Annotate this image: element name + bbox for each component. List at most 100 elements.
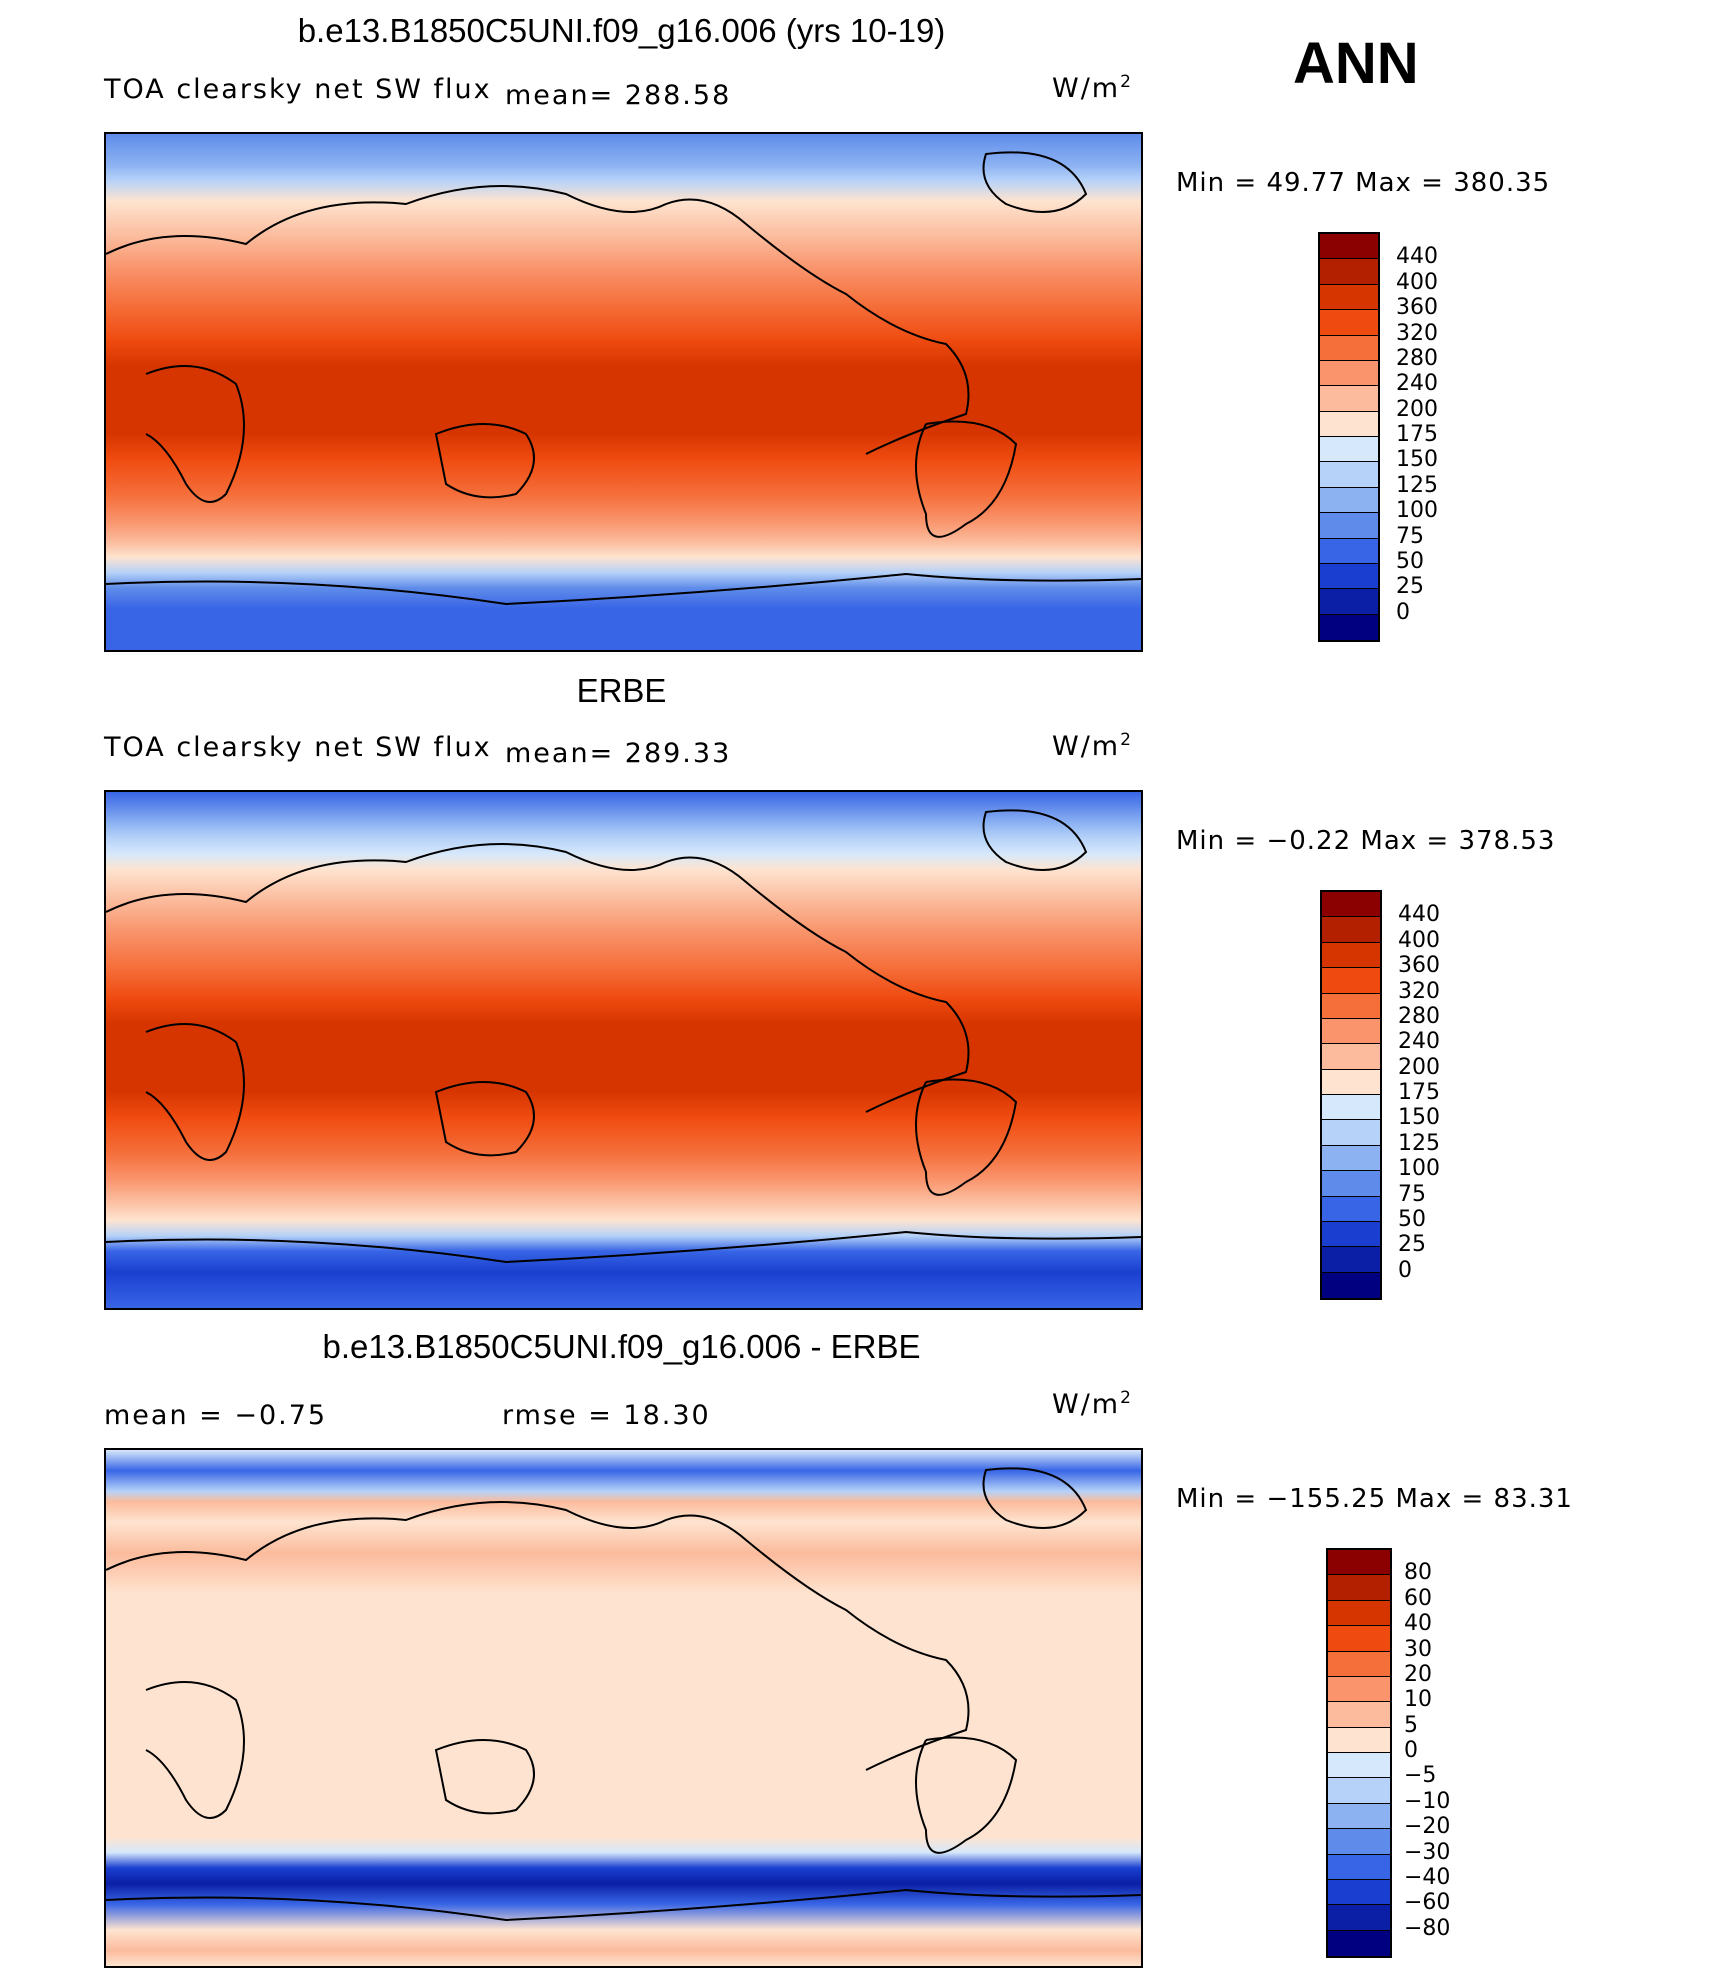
colorbar-swatch (1320, 437, 1378, 463)
colorbar-swatch (1328, 1829, 1390, 1855)
colorbar-tick-label: 40 (1404, 1611, 1432, 1637)
panel2-coastlines (106, 809, 1141, 1264)
units-text: W/m (1052, 731, 1121, 762)
colorbar-swatch (1322, 1069, 1380, 1095)
colorbar-swatch (1322, 1272, 1380, 1298)
colorbar-tick-label: 0 (1398, 1257, 1412, 1283)
colorbar-swatch (1320, 614, 1378, 640)
colorbar-swatch (1320, 360, 1378, 387)
colorbar-swatch (1328, 1753, 1390, 1779)
colorbar-tick-label: 0 (1396, 599, 1410, 625)
colorbar-tick-label: −10 (1404, 1788, 1451, 1814)
panel2-minmax: Min = −0.22 Max = 378.53 (1176, 826, 1556, 856)
colorbar-swatch (1328, 1930, 1390, 1956)
panel1-title: b.e13.B1850C5UNI.f09_g16.006 (yrs 10-19) (297, 12, 946, 49)
colorbar-swatch (1322, 1018, 1380, 1045)
colorbar-swatch (1322, 1247, 1380, 1273)
panel1-units: W/m2 (1052, 72, 1133, 104)
colorbar-swatch (1328, 1854, 1390, 1880)
panel1-variable: TOA clearsky net SW flux (104, 74, 492, 105)
colorbar-tick-label: 360 (1398, 953, 1440, 979)
colorbar-tick-label: 400 (1396, 269, 1438, 295)
colorbar-tick-label: 400 (1398, 927, 1440, 953)
colorbar-swatch (1322, 1095, 1380, 1121)
colorbar-tick-label: 75 (1398, 1181, 1426, 1207)
colorbar-swatch (1328, 1778, 1390, 1804)
colorbar-swatch (1328, 1879, 1390, 1906)
panel3-map (104, 1448, 1143, 1968)
panel3-colorbar (1326, 1548, 1392, 1958)
colorbar-tick-label: 150 (1398, 1105, 1440, 1131)
colorbar-swatch (1320, 589, 1378, 615)
colorbar-tick-label: 20 (1404, 1661, 1432, 1687)
units-text: W/m (1052, 73, 1121, 104)
colorbar-tick-label: 360 (1396, 295, 1438, 321)
colorbar-tick-label: 125 (1396, 472, 1438, 498)
colorbar-swatch (1320, 234, 1378, 260)
colorbar-swatch (1322, 968, 1380, 994)
colorbar-swatch (1328, 1905, 1390, 1931)
colorbar-swatch (1320, 386, 1378, 412)
colorbar-swatch (1328, 1803, 1390, 1830)
colorbar-swatch (1328, 1702, 1390, 1728)
colorbar-swatch (1320, 563, 1378, 590)
units-sup: 2 (1120, 1388, 1133, 1408)
colorbar-tick-label: 50 (1396, 548, 1424, 574)
panel1-colorbar (1318, 232, 1380, 642)
panel2-map (104, 790, 1143, 1310)
panel3-rmse: rmse = 18.30 (502, 1400, 711, 1431)
colorbar-swatch (1320, 259, 1378, 285)
panel1-coastlines (106, 151, 1141, 606)
panel2-units: W/m2 (1052, 730, 1133, 762)
colorbar-swatch (1320, 335, 1378, 361)
colorbar-tick-label: 175 (1396, 422, 1438, 447)
colorbar-swatch (1322, 1196, 1380, 1222)
colorbar-tick-label: −80 (1404, 1915, 1451, 1941)
colorbar-tick-label: 60 (1404, 1585, 1432, 1611)
panel1-mean: mean= 288.58 (505, 80, 732, 111)
colorbar-tick-label: 125 (1398, 1130, 1440, 1156)
colorbar-swatch (1328, 1600, 1390, 1627)
colorbar-swatch (1320, 310, 1378, 336)
panel3-title: b.e13.B1850C5UNI.f09_g16.006 - ERBE (322, 1328, 921, 1365)
panel2-variable: TOA clearsky net SW flux (104, 732, 492, 763)
colorbar-tick-label: 30 (1404, 1636, 1432, 1662)
units-sup: 2 (1120, 72, 1133, 92)
colorbar-tick-label: 10 (1404, 1687, 1432, 1713)
colorbar-swatch (1322, 1044, 1380, 1070)
colorbar-swatch (1328, 1626, 1390, 1652)
colorbar-swatch (1328, 1676, 1390, 1703)
colorbar-swatch (1320, 411, 1378, 437)
colorbar-swatch (1328, 1651, 1390, 1677)
panel2-title: ERBE (576, 672, 667, 709)
colorbar-tick-label: 440 (1396, 244, 1438, 270)
colorbar-swatch (1320, 513, 1378, 539)
colorbar-tick-label: 80 (1404, 1560, 1432, 1586)
colorbar-swatch (1322, 892, 1380, 918)
colorbar-tick-label: 25 (1398, 1232, 1426, 1258)
panel3-mean: mean = −0.75 (104, 1400, 328, 1431)
colorbar-swatch (1322, 1171, 1380, 1197)
colorbar-tick-label: −60 (1404, 1890, 1451, 1916)
colorbar-tick-label: 240 (1396, 371, 1438, 397)
panel3-coastlines (106, 1467, 1141, 1922)
colorbar-tick-label: 25 (1396, 574, 1424, 600)
colorbar-tick-label: −5 (1404, 1763, 1437, 1789)
colorbar-swatch (1328, 1727, 1390, 1753)
colorbar-tick-label: 50 (1398, 1206, 1426, 1232)
panel2-colorbar (1320, 890, 1382, 1300)
colorbar-tick-label: 440 (1398, 902, 1440, 928)
colorbar-tick-label: 75 (1396, 523, 1424, 549)
colorbar-tick-label: 200 (1396, 396, 1438, 422)
colorbar-tick-label: 200 (1398, 1054, 1440, 1080)
colorbar-tick-label: 150 (1396, 447, 1438, 473)
panel3-units: W/m2 (1052, 1388, 1133, 1420)
units-text: W/m (1052, 1389, 1121, 1420)
colorbar-tick-label: −30 (1404, 1839, 1451, 1865)
panel1-minmax: Min = 49.77 Max = 380.35 (1176, 168, 1551, 198)
colorbar-tick-label: 320 (1396, 320, 1438, 346)
colorbar-tick-label: 100 (1398, 1156, 1440, 1182)
colorbar-swatch (1322, 1145, 1380, 1172)
colorbar-swatch (1320, 538, 1378, 564)
colorbar-swatch (1322, 1221, 1380, 1248)
